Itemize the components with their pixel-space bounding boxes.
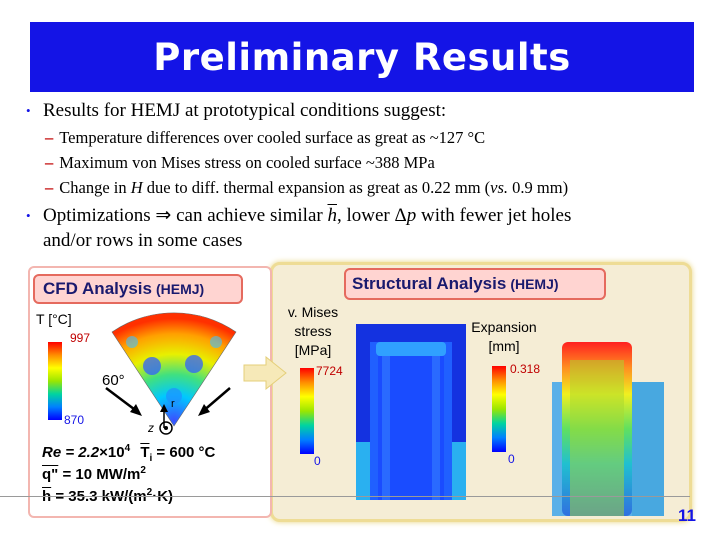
sub-bullet-2: – Maximum von Mises stress on cooled surf… [45,153,435,172]
jet-spot [210,336,222,348]
temp-max-label: 997 [70,331,91,345]
bullet-1-text: Results for HEMJ at prototypical conditi… [43,100,447,121]
title-bar: Preliminary Results [30,22,694,92]
cfd-contour-wedge [105,312,237,428]
bullet-2: • Optimizations ⇒ can achieve similar h,… [26,205,572,251]
temperature-colorbar [48,342,62,420]
dash-icon: – [45,178,54,197]
page-number: 11 [678,506,696,525]
jet-spot [143,357,161,375]
re-parameter: Re = 2.2×104 Ti = 600 °C [42,443,216,464]
ex-min-label: 0 [508,452,515,466]
vm-max-label: 7724 [316,364,343,378]
stress-colorbar [300,368,314,454]
arrowhead-icon [198,404,210,416]
z-axis-out-icon [159,421,173,435]
footer-divider [0,496,690,497]
expansion-contour-render [552,342,664,516]
sub-bullet-1: – Temperature differences over cooled sur… [45,128,486,147]
jet-spot [166,388,182,404]
implies-icon: ⇒ [155,205,172,226]
bullet-dot-icon: • [26,208,31,223]
jet-spot [185,355,203,373]
structural-title-tag: Structural Analysis (HEMJ) [344,268,606,300]
angle-label: 60° [102,372,125,389]
panel-arrow-icon [243,356,287,390]
temp-min-label: 870 [64,413,85,427]
expansion-label: Expansion [mm] [471,319,537,354]
cfd-title-tag: CFD Analysis (HEMJ) [33,274,243,304]
z-axis-label: z [148,421,154,435]
slide-title: Preliminary Results [153,35,571,79]
q-parameter: q" = 10 MW/m2 [42,465,146,483]
dash-icon: – [45,128,54,147]
bullet-dot-icon: • [26,103,31,118]
vm-label: v. Mises stress [MPa] [287,304,339,358]
dash-icon: – [45,153,54,172]
r-axis-label: r [171,398,175,410]
arrowhead-icon [130,404,142,416]
stress-contour-render [356,324,466,500]
wedge-shape [111,312,237,427]
cfd-panel [28,266,272,518]
bullet-1: • Results for HEMJ at prototypical condi… [26,98,447,123]
vm-min-label: 0 [314,454,321,468]
jet-spot [126,336,138,348]
temp-label: T [°C] [36,311,72,327]
expansion-colorbar [492,366,506,452]
arrowhead-icon [160,404,168,412]
sub-bullet-3: – Change in H due to diff. thermal expans… [45,178,569,197]
ex-max-label: 0.318 [510,362,541,376]
